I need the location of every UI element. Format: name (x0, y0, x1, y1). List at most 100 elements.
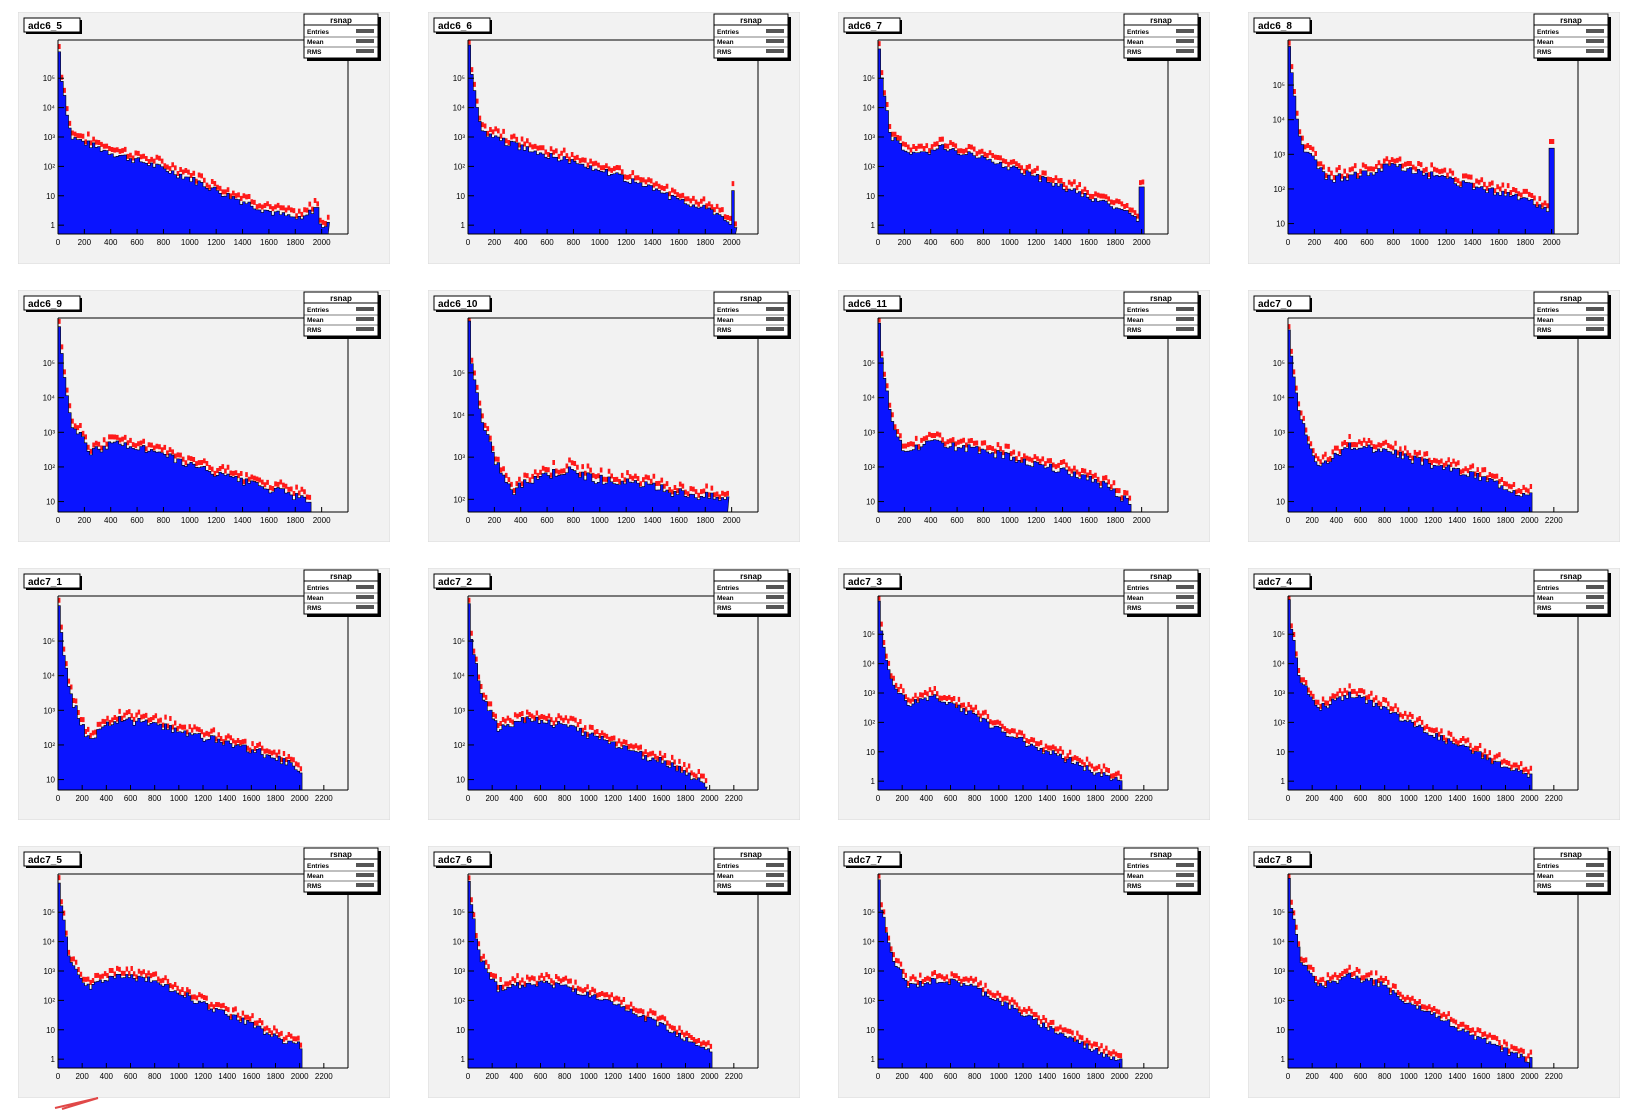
stats-row-value-blur (356, 307, 374, 311)
x-tick-label: 1400 (1448, 1072, 1466, 1081)
series-fill (57, 882, 303, 1069)
y-tick-label: 10 (456, 776, 465, 785)
x-tick-label: 1400 (628, 794, 646, 803)
histogram-title: adc6_8 (1258, 21, 1292, 32)
stats-row-label: Entries (1537, 29, 1559, 36)
stats-row-value-blur (1586, 29, 1604, 33)
histogram-title: adc7_1 (28, 577, 62, 588)
x-tick-label: 400 (104, 238, 118, 247)
histogram-svg: 0 200 400 600 800 1000 1200 1400 1600 1800 2000 220… (428, 568, 800, 820)
histogram-svg: 0 200 400 600 800 1000 1200 1400 1600 1800 2000 220… (838, 568, 1210, 820)
stats-row-label: Mean (1537, 317, 1554, 324)
x-tick-label: 2000 (1521, 794, 1539, 803)
series-outline (1288, 324, 1533, 495)
x-tick-label: 0 (1286, 516, 1291, 525)
stats-row-value-blur (356, 49, 374, 53)
y-tick-label: 10⁵ (43, 908, 55, 917)
y-tick-label: 10⁴ (863, 660, 876, 669)
y-tick-label: 10⁵ (453, 908, 465, 917)
series-fill (1287, 878, 1533, 1069)
histogram-title-box: adc7_5 (23, 851, 82, 868)
histogram-pad: 0 200 400 600 800 1000 1200 1400 1600 1800 2000 1 10… (428, 12, 800, 264)
x-tick-label: 1800 (1087, 1072, 1105, 1081)
series-fill (467, 603, 708, 791)
x-tick-label: 200 (895, 1072, 909, 1081)
histogram-pad: 0 200 400 600 800 1000 1200 1400 1600 1800 2000 1 10… (838, 12, 1210, 264)
stats-row-value-blur (766, 883, 784, 887)
histogram-title: adc6_5 (28, 21, 62, 32)
histogram-title: adc6_9 (28, 299, 62, 310)
x-tick-label: 600 (124, 794, 138, 803)
x-tick-label: 0 (466, 516, 471, 525)
stats-row-value-blur (356, 585, 374, 589)
histogram-title-box: adc6_7 (843, 17, 902, 34)
x-tick-label: 400 (100, 1072, 114, 1081)
x-tick-label: 1000 (990, 794, 1008, 803)
x-tick-label: 1000 (170, 1072, 188, 1081)
x-tick-label: 1400 (234, 238, 252, 247)
y-tick-label: 10² (453, 495, 465, 504)
x-tick-label: 1000 (181, 516, 199, 525)
stats-row-label: RMS (1537, 605, 1552, 612)
x-tick-label: 2000 (701, 1072, 719, 1081)
stats-row-label: Mean (307, 595, 324, 602)
x-tick-label: 800 (157, 238, 171, 247)
y-tick-label: 1 (51, 1055, 56, 1064)
stats-row-label: RMS (307, 605, 322, 612)
stats-row-value-blur (766, 605, 784, 609)
x-tick-label: 1000 (580, 794, 598, 803)
stats-row-label: RMS (717, 883, 732, 890)
y-tick-label: 10⁴ (43, 394, 56, 403)
x-tick-label: 1600 (652, 1072, 670, 1081)
y-tick-label: 10³ (43, 428, 55, 437)
y-tick-label: 10 (46, 498, 55, 507)
x-tick-label: 0 (876, 238, 881, 247)
histogram-title: adc6_6 (438, 21, 472, 32)
y-tick-label: 10 (456, 192, 465, 201)
stats-row-value-blur (766, 317, 784, 321)
histogram-svg: 0 200 400 600 800 1000 1200 1400 1600 1800 2000 220… (1248, 846, 1620, 1098)
y-tick-label: 10⁴ (453, 672, 466, 681)
x-tick-label: 800 (1378, 794, 1392, 803)
histogram-title: adc7_2 (438, 577, 472, 588)
stats-row-value-blur (1176, 863, 1194, 867)
x-tick-label: 800 (1378, 516, 1392, 525)
histogram-title: adc6_10 (438, 299, 478, 310)
x-tick-label: 1400 (1054, 238, 1072, 247)
histogram-svg: 0 200 400 600 800 1000 1200 1400 1600 1800 2000 10²… (428, 290, 800, 542)
series-outline (878, 317, 1132, 501)
y-tick-label: 10² (453, 162, 465, 171)
x-tick-label: 1800 (1497, 516, 1515, 525)
stats-row-label: Entries (717, 307, 739, 314)
y-tick-label: 10³ (1273, 689, 1285, 698)
x-tick-label: 1800 (1497, 794, 1515, 803)
stats-row-label: Entries (1127, 307, 1149, 314)
y-tick-label: 10 (866, 498, 875, 507)
series-outline (468, 875, 713, 1049)
stats-row-value-blur (356, 327, 374, 331)
x-tick-label: 0 (1286, 1072, 1291, 1081)
stats-row-value-blur (1176, 883, 1194, 887)
stats-row-label: Mean (717, 317, 734, 324)
y-tick-label: 10 (46, 776, 55, 785)
x-tick-label: 0 (1286, 238, 1291, 247)
stats-box-title: rsnap (1560, 572, 1582, 581)
stats-row-value-blur (1586, 863, 1604, 867)
x-tick-label: 800 (567, 238, 581, 247)
y-tick-label: 10³ (43, 133, 55, 142)
y-tick-label: 10³ (863, 689, 875, 698)
x-tick-label: 1600 (1080, 516, 1098, 525)
stats-row-value-blur (356, 873, 374, 877)
x-tick-label: 0 (56, 516, 61, 525)
y-tick-label: 10⁴ (43, 672, 56, 681)
histogram-title: adc7_3 (848, 577, 882, 588)
x-tick-label: 1800 (267, 794, 285, 803)
stats-row-label: Entries (307, 29, 329, 36)
y-tick-label: 10² (863, 996, 875, 1005)
stats-row-label: RMS (1127, 883, 1142, 890)
x-tick-label: 1000 (1400, 516, 1418, 525)
